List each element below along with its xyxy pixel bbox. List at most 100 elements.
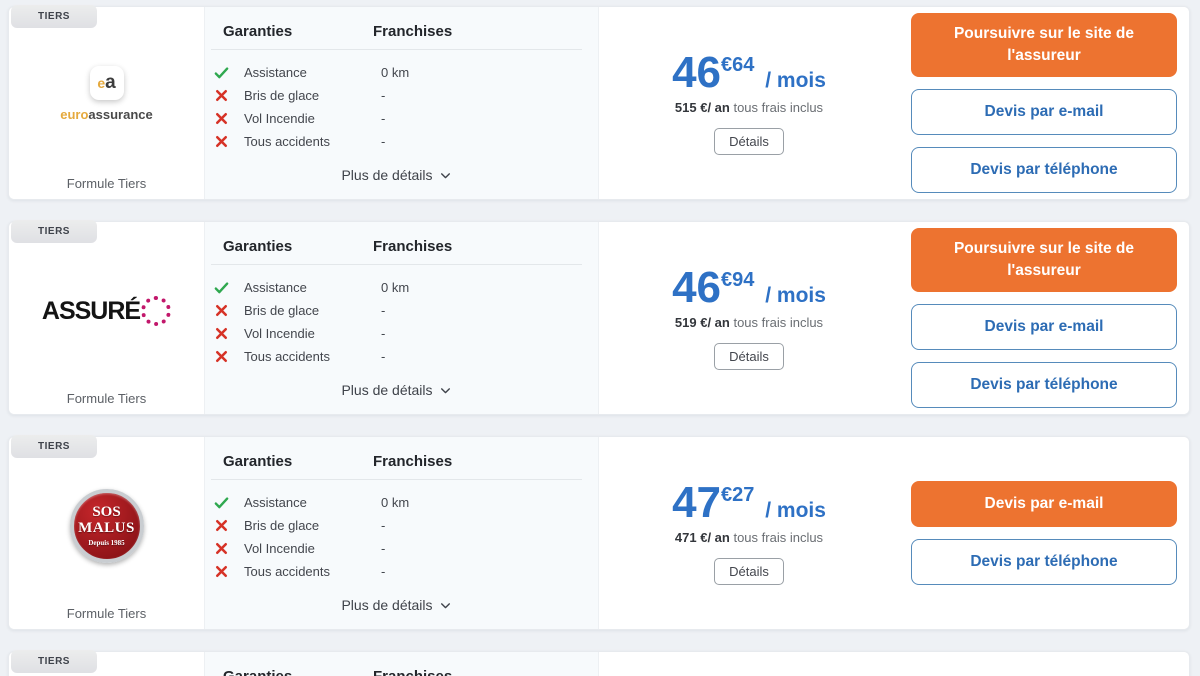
- franchise-value: 0 km: [381, 495, 410, 510]
- guarantee-row: Bris de glace -: [211, 84, 582, 107]
- details-button[interactable]: Détails: [714, 343, 784, 370]
- franchise-value: -: [381, 88, 386, 103]
- actions-panel: Poursuivre sur le site de l'assureur Dev…: [899, 222, 1189, 414]
- more-details-link[interactable]: Plus de détails: [341, 167, 451, 183]
- franchise-value: -: [381, 518, 386, 533]
- formule-label: Formule Tiers: [66, 606, 147, 621]
- monthly-price: 46€94 / mois: [672, 263, 826, 312]
- formule-badge: TIERS: [11, 220, 97, 243]
- monthly-price: 47€27 / mois: [672, 478, 826, 527]
- guarantee-row: Vol Incendie -: [211, 537, 582, 560]
- guarantee-label: Assistance: [244, 495, 307, 510]
- guarantees-panel: Garanties Franchises Assistance 0 km Bri…: [204, 437, 599, 629]
- guarantee-label: Vol Incendie: [244, 541, 315, 556]
- guarantee-row: Assistance 0 km: [211, 276, 582, 299]
- guarantee-label: Tous accidents: [244, 564, 330, 579]
- chevron-down-icon: [440, 172, 450, 178]
- cross-icon: [215, 565, 228, 578]
- cross-icon: [215, 327, 228, 340]
- guarantee-label: Bris de glace: [244, 88, 320, 103]
- garanties-header: Garanties: [223, 238, 293, 255]
- monthly-price: 46€64 / mois: [672, 48, 826, 97]
- assureo-logo: ASSURÉ: [42, 296, 172, 326]
- guarantees-panel: Garanties Franchises Assistance 0 km Bri…: [204, 222, 599, 414]
- garanties-header: Garanties: [223, 23, 293, 40]
- guarantee-row: Assistance 0 km: [211, 491, 582, 514]
- insurer-logo-panel: ASSURÉ Formule Tiers: [9, 222, 204, 414]
- formule-badge: TIERS: [11, 5, 97, 28]
- continue-insurer-site-button[interactable]: Poursuivre sur le site de l'assureur: [911, 12, 1177, 78]
- price-panel: [599, 652, 899, 676]
- cross-icon: [215, 542, 228, 555]
- guarantee-label: Vol Incendie: [244, 326, 315, 341]
- guarantee-row: Tous accidents -: [211, 345, 582, 368]
- check-icon: [214, 282, 229, 294]
- cross-icon: [215, 519, 228, 532]
- cross-icon: [215, 112, 228, 125]
- guarantee-row: Assistance 0 km: [211, 61, 582, 84]
- actions-panel: Poursuivre sur le site de l'assureur: [899, 652, 1189, 676]
- details-button[interactable]: Détails: [714, 128, 784, 155]
- guarantee-label: Assistance: [244, 65, 307, 80]
- check-icon: [214, 497, 229, 509]
- phone-quote-button[interactable]: Devis par téléphone: [911, 362, 1177, 409]
- chevron-down-icon: [440, 602, 450, 608]
- formule-label: Formule Tiers: [66, 391, 147, 406]
- franchise-value: -: [381, 349, 386, 364]
- guarantee-row: Vol Incendie -: [211, 322, 582, 345]
- guarantees-panel: Garanties Franchises Assistance 0 km Bri…: [204, 7, 599, 199]
- price-panel: 47€27 / mois 471 €/ an tous frais inclus…: [599, 437, 899, 629]
- franchises-header: Franchises: [373, 668, 452, 676]
- guarantees-panel: Garanties Franchises Plus de détails: [204, 652, 599, 676]
- guarantee-row: Bris de glace -: [211, 514, 582, 537]
- guarantee-label: Bris de glace: [244, 303, 320, 318]
- annual-price: 519 €/ an tous frais inclus: [674, 315, 824, 330]
- guarantee-label: Tous accidents: [244, 349, 330, 364]
- franchises-header: Franchises: [373, 238, 453, 255]
- phone-quote-button[interactable]: Devis par téléphone: [911, 539, 1177, 585]
- guarantee-row: Tous accidents -: [211, 130, 582, 153]
- franchise-value: -: [381, 541, 386, 556]
- guarantee-label: Tous accidents: [244, 134, 330, 149]
- guarantee-label: Vol Incendie: [244, 111, 315, 126]
- franchise-value: 0 km: [381, 65, 410, 80]
- offer-card: TIERS Garanties Franchises Plus de détai…: [8, 650, 1190, 676]
- guarantee-label: Bris de glace: [244, 518, 320, 533]
- chevron-down-icon: [440, 387, 450, 393]
- email-quote-button[interactable]: Devis par e-mail: [911, 304, 1177, 351]
- guarantee-row: Bris de glace -: [211, 299, 582, 322]
- price-panel: 46€64 / mois 515 €/ an tous frais inclus…: [599, 7, 899, 199]
- franchise-value: 0 km: [381, 280, 410, 295]
- franchise-value: -: [381, 303, 386, 318]
- email-quote-button[interactable]: Devis par e-mail: [911, 89, 1177, 136]
- more-details-link[interactable]: Plus de détails: [341, 597, 451, 613]
- franchises-header: Franchises: [373, 453, 453, 470]
- cross-icon: [215, 89, 228, 102]
- annual-price: 471 €/ an tous frais inclus: [674, 530, 824, 545]
- cross-icon: [215, 350, 228, 363]
- cross-icon: [215, 304, 228, 317]
- franchise-value: -: [381, 111, 386, 126]
- email-quote-button[interactable]: Devis par e-mail: [911, 481, 1177, 527]
- more-details-link[interactable]: Plus de détails: [341, 382, 451, 398]
- garanties-header: Garanties: [223, 453, 293, 470]
- guarantee-row: Tous accidents -: [211, 560, 582, 583]
- formule-badge: TIERS: [11, 650, 97, 673]
- offer-card: TIERS ASSURÉ Formule Tiers Garanties Fra…: [8, 220, 1190, 415]
- franchises-header: Franchises: [373, 23, 453, 40]
- price-panel: 46€94 / mois 519 €/ an tous frais inclus…: [599, 222, 899, 414]
- continue-insurer-site-button[interactable]: Poursuivre sur le site de l'assureur: [911, 227, 1177, 293]
- garanties-header: Garanties: [223, 668, 373, 676]
- formule-badge: TIERS: [11, 435, 97, 458]
- insurer-logo-panel: SOS MALUS Depuis 1985 Formule Tiers: [9, 437, 204, 629]
- cross-icon: [215, 135, 228, 148]
- check-icon: [214, 67, 229, 79]
- details-button[interactable]: Détails: [714, 558, 784, 585]
- offer-card: TIERS SOS MALUS Depuis 1985 Formule Tier…: [8, 435, 1190, 630]
- phone-quote-button[interactable]: Devis par téléphone: [911, 147, 1177, 194]
- guarantee-row: Vol Incendie -: [211, 107, 582, 130]
